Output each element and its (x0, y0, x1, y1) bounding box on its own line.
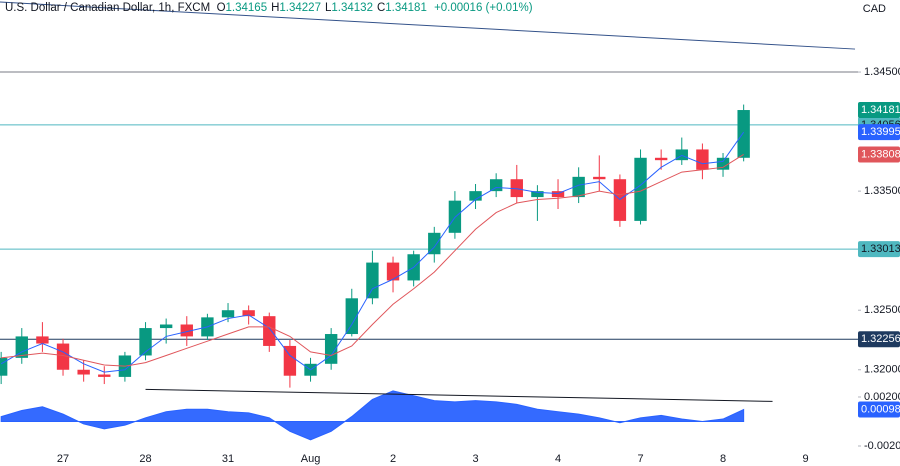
trend-line (145, 388, 773, 402)
candle-body (77, 369, 90, 375)
change: +0.00016 (+0.01%) (434, 2, 533, 14)
quote: O1.34165 H1.34227 L1.34132 C1.34181 (217, 2, 431, 14)
quote-value: 1.34132 (331, 2, 373, 14)
x-tick-label: 3 (472, 453, 478, 465)
candle-body (654, 157, 668, 161)
x-tick-label: 7 (637, 453, 643, 465)
quote-key: L (324, 2, 332, 14)
price-tag (858, 241, 900, 258)
x-tick-label: 2 (390, 453, 396, 465)
candle-body (98, 374, 111, 377)
quote-key: H (271, 2, 280, 14)
x-tick-label: 8 (720, 453, 726, 465)
candle-body (386, 262, 400, 281)
candle-body (36, 336, 49, 344)
x-tick-label: 9 (802, 453, 808, 465)
candle-body (139, 328, 152, 356)
y-tick-label: 1.32500 (864, 304, 900, 316)
candle-body (510, 179, 523, 198)
price-tag-label: 1.33995 (861, 126, 900, 138)
quote-value: 1.34227 (279, 2, 321, 14)
candle-body (263, 316, 276, 346)
candle-body (634, 157, 647, 221)
trend-line (0, 1, 856, 50)
candle-body (15, 336, 28, 358)
y-tick-label: -0.00200 (864, 440, 900, 452)
price-tag (858, 102, 900, 119)
price-tag (858, 146, 900, 163)
x-tick-label: 4 (555, 453, 561, 465)
price-tag (858, 124, 900, 141)
y-tick-label: 0.00200 (864, 391, 900, 403)
candle-body (221, 310, 235, 318)
x-tick-label: 27 (57, 453, 69, 465)
x-tick-label: 31 (222, 453, 234, 465)
candle-body (159, 324, 173, 329)
candle-body (737, 110, 750, 158)
moving-average (0, 131, 745, 373)
x-tick-label: Aug (301, 453, 321, 465)
candle-body (716, 157, 730, 170)
moving-average (1, 154, 744, 367)
candle-body (675, 149, 688, 161)
price-tag-label: 0.00098 (861, 403, 900, 415)
quote-value: 1.34181 (385, 2, 427, 14)
candle-body (345, 298, 358, 335)
candle-body (324, 334, 338, 364)
candle-body (283, 345, 297, 376)
candle-body (572, 176, 585, 198)
x-tick-label: 28 (139, 453, 151, 465)
oscillator-area (0, 390, 745, 441)
candle-body (428, 232, 441, 255)
candle-body (469, 191, 482, 201)
y-tick-label: 1.32000 (864, 364, 900, 376)
price-tag (858, 401, 900, 418)
currency[interactable]: CAD (862, 3, 886, 15)
candle-body (531, 191, 544, 198)
price-tag-label: 1.33013 (861, 243, 900, 255)
header: U.S. Dollar / Canadian Dollar, 1h, FXCM … (5, 2, 537, 14)
quote-key: C (376, 2, 386, 14)
quote-key: O (216, 2, 226, 14)
symbol: U.S. Dollar / Canadian Dollar, 1h, FXCM (5, 2, 211, 14)
price-tag-label: 1.32256 (861, 333, 900, 345)
price-tag (858, 331, 900, 348)
y-tick-label: 1.33500 (864, 185, 900, 197)
price-tag-label: 1.34181 (861, 104, 900, 116)
candle-body (366, 262, 379, 299)
candle-body (593, 176, 606, 180)
candle-body (242, 310, 255, 317)
quote-value: 1.34165 (225, 2, 268, 14)
price-tag-label: 1.33808 (861, 148, 900, 160)
candle-body (489, 179, 503, 192)
candle-body (180, 324, 193, 337)
candle-body (551, 191, 565, 198)
y-tick-label: 1.34500 (864, 66, 900, 78)
candle-body (696, 149, 709, 170)
candle-body (0, 357, 8, 376)
